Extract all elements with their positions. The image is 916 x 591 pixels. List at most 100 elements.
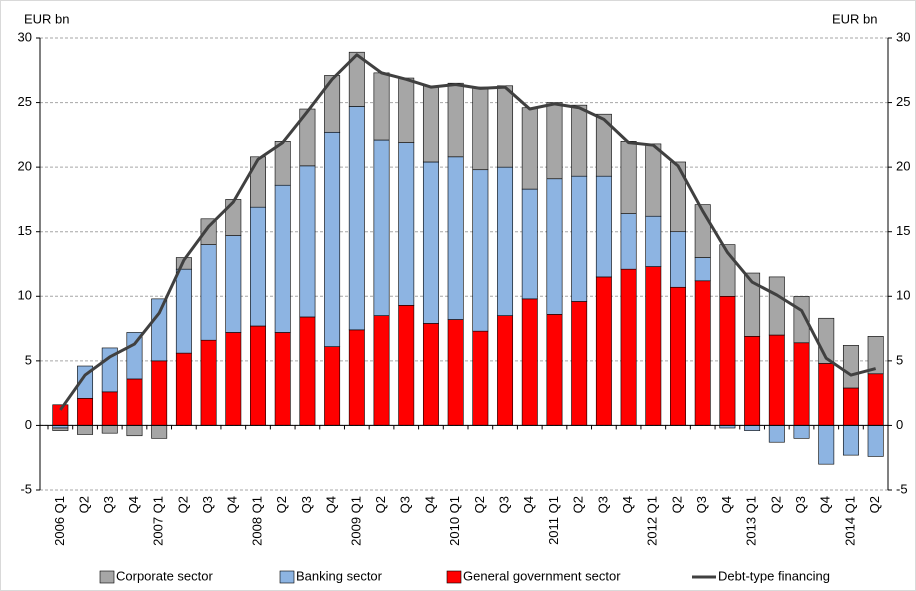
x-tick-label: Q3 — [398, 496, 413, 513]
x-tick-label: Q2 — [472, 496, 487, 513]
x-tick-label: Q2 — [274, 496, 289, 513]
bar-segment — [348, 329, 365, 426]
legend-label: General government sector — [463, 568, 621, 583]
bar-segment — [818, 363, 835, 426]
x-tick-label: Q3 — [200, 496, 215, 513]
bar-segment — [324, 131, 341, 347]
x-tick-label: Q4 — [422, 496, 437, 513]
x-tick-label: Q4 — [521, 496, 536, 513]
bar-segment — [620, 268, 637, 426]
x-tick-label: Q2 — [768, 496, 783, 513]
bar-segment — [571, 104, 588, 177]
y-tick-label: 20 — [18, 159, 32, 174]
x-tick-label: Q2 — [76, 496, 91, 513]
bar-segment — [521, 107, 538, 190]
bar-segment — [867, 425, 884, 457]
bar-segment — [595, 113, 612, 177]
bar-segment — [793, 425, 810, 439]
bar-segment — [472, 330, 489, 426]
bar-segment — [497, 166, 514, 316]
x-tick-label: 2013 Q1 — [744, 496, 759, 546]
x-tick-label: 2012 Q1 — [645, 496, 660, 546]
bar-segment — [101, 425, 118, 434]
x-tick-label: 2011 Q1 — [546, 496, 561, 545]
bar-segment — [620, 141, 637, 214]
bar-segment — [497, 85, 514, 168]
bar-segment — [546, 178, 563, 315]
bar-segment — [77, 398, 94, 426]
bar-segment — [744, 272, 761, 337]
y-tick-label: 5 — [25, 352, 32, 367]
bar-segment — [694, 280, 711, 426]
bar-segment — [101, 391, 118, 426]
x-tick-label: Q2 — [867, 496, 882, 513]
bar-segment — [447, 319, 464, 426]
bar-segment — [842, 425, 859, 456]
y-tick-label: -5 — [20, 481, 32, 496]
x-tick-label: Q3 — [101, 496, 116, 513]
y2-tick-label: 15 — [896, 223, 910, 238]
bar-segment — [472, 86, 489, 171]
bar-segment — [472, 169, 489, 332]
bar-segment — [398, 305, 415, 426]
x-tick-label: Q4 — [324, 496, 339, 513]
x-tick-label: Q3 — [694, 496, 709, 513]
bar-segment — [299, 108, 316, 167]
bar-segment — [645, 266, 662, 426]
x-tick-label: Q2 — [571, 496, 586, 513]
bar-segment — [571, 175, 588, 302]
bar-segment — [225, 332, 242, 426]
y-tick-label: 25 — [18, 94, 32, 109]
bar-segment — [620, 213, 637, 270]
y-tick-label: 0 — [25, 417, 32, 432]
bar-segment — [126, 378, 143, 426]
bar-segment — [200, 218, 217, 245]
bar-segment — [867, 336, 884, 375]
bar-segment — [744, 425, 761, 431]
bar-segment — [398, 77, 415, 143]
x-tick-label: Q2 — [175, 496, 190, 513]
x-tick-label: Q4 — [719, 496, 734, 513]
bar-segment — [670, 161, 686, 233]
bar-segment — [151, 425, 168, 439]
bar-segment — [373, 315, 390, 426]
bar-segment — [867, 373, 884, 426]
bar-segment — [52, 427, 69, 431]
bar-segment — [694, 257, 711, 282]
y-tick-label: 10 — [18, 288, 32, 303]
bar-segment — [595, 276, 612, 426]
x-tick-label: Q2 — [669, 496, 684, 513]
line-series — [59, 53, 877, 411]
bar-segment — [818, 425, 835, 465]
y-axis-label: EUR bn — [24, 11, 70, 26]
bar-segment — [447, 82, 464, 158]
bar-segment — [151, 298, 168, 362]
bar-segment — [299, 316, 316, 426]
y-tick-label: 15 — [18, 223, 32, 238]
legend-label: Corporate sector — [116, 568, 213, 583]
bar-segment — [200, 244, 217, 341]
bar-segment — [398, 142, 415, 306]
y-tick-label: 30 — [18, 29, 32, 44]
bar-segment — [768, 276, 785, 336]
bar-segment — [521, 298, 538, 426]
legend-label: Debt-type financing — [718, 568, 830, 583]
legend-swatch — [446, 570, 462, 584]
bar-segment — [768, 425, 785, 443]
bar-segment — [348, 51, 365, 107]
bar-segment — [521, 188, 538, 300]
bar-segment — [719, 295, 736, 426]
y2-tick-label: -5 — [896, 481, 908, 496]
bar-segment — [645, 143, 662, 217]
x-tick-label: Q3 — [496, 496, 511, 513]
bar-segment — [793, 342, 810, 426]
bar-segment — [77, 425, 94, 435]
x-tick-label: Q3 — [299, 496, 314, 513]
bar-segment — [274, 184, 291, 333]
bar-segment — [546, 314, 563, 426]
bar-segment — [546, 102, 563, 180]
bar-segment — [324, 75, 341, 133]
x-tick-label: Q4 — [126, 496, 141, 513]
x-tick-label: 2014 Q1 — [842, 496, 857, 546]
